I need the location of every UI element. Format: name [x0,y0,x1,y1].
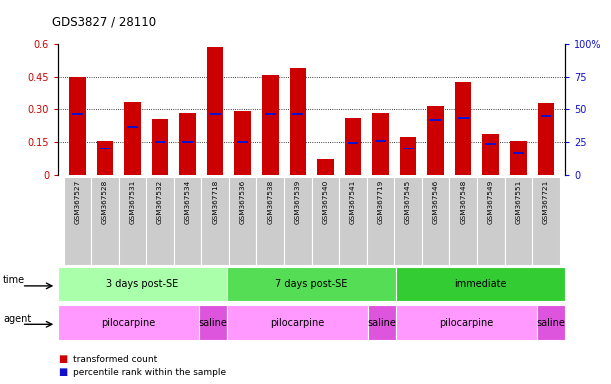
Bar [485,143,496,145]
Text: saline: saline [199,318,227,328]
Text: GSM367531: GSM367531 [130,179,136,223]
Bar [235,111,251,175]
Bar [396,267,565,301]
Bar [513,152,524,154]
Text: GSM367546: GSM367546 [433,179,439,223]
Text: pilocarpine: pilocarpine [271,318,324,328]
Bar [477,177,505,265]
Text: GSM367534: GSM367534 [185,179,191,223]
Bar [403,148,414,149]
Text: GSM367721: GSM367721 [543,179,549,223]
Text: ■: ■ [58,367,67,377]
Text: GSM367538: GSM367538 [267,179,273,223]
Bar [97,141,113,175]
Bar [155,141,166,143]
Bar [394,177,422,265]
Bar [207,47,224,175]
Text: 3 days post-SE: 3 days post-SE [106,279,178,289]
Bar [505,177,532,265]
Text: GSM367528: GSM367528 [102,179,108,223]
Bar [199,305,227,340]
Bar [229,177,257,265]
Bar [227,305,368,340]
Bar [119,177,146,265]
Text: GSM367719: GSM367719 [378,179,384,223]
Text: GSM367527: GSM367527 [75,179,80,223]
Bar [427,106,444,175]
Bar [69,77,86,175]
Text: GSM367551: GSM367551 [515,179,521,223]
Text: GSM367536: GSM367536 [240,179,246,223]
Bar [290,68,306,175]
Text: agent: agent [3,314,31,324]
Text: GSM367549: GSM367549 [488,179,494,223]
Bar [372,113,389,175]
Text: GSM367539: GSM367539 [295,179,301,223]
Bar [396,305,537,340]
Bar [237,141,248,143]
Bar [450,177,477,265]
Bar [293,113,303,115]
Text: GSM367541: GSM367541 [350,179,356,223]
Text: transformed count: transformed count [73,354,158,364]
Bar [422,177,450,265]
Bar [367,177,394,265]
Bar [127,126,138,128]
Bar [483,134,499,175]
Bar [182,141,193,143]
Text: GSM367532: GSM367532 [157,179,163,223]
Bar [339,177,367,265]
Text: GSM367545: GSM367545 [405,179,411,223]
Bar [368,305,396,340]
Bar [510,141,527,175]
Bar [210,113,221,115]
Bar [64,177,91,265]
Bar [257,177,284,265]
Bar [100,148,110,149]
Bar [146,177,174,265]
Bar [72,113,82,115]
Bar [317,159,334,175]
Text: GSM367718: GSM367718 [212,179,218,223]
Bar [537,305,565,340]
Bar [541,115,551,117]
Text: percentile rank within the sample: percentile rank within the sample [73,368,227,377]
Text: saline: saline [368,318,397,328]
Bar [430,119,441,121]
Bar [174,177,202,265]
Bar [455,82,472,175]
Text: 7 days post-SE: 7 days post-SE [276,279,348,289]
Bar [458,117,469,119]
Bar [532,177,560,265]
Bar [58,305,199,340]
Bar [202,177,229,265]
Text: pilocarpine: pilocarpine [439,318,494,328]
Text: ■: ■ [58,354,67,364]
Bar [58,267,227,301]
Text: saline: saline [536,318,566,328]
Bar [124,102,141,175]
Text: GSM367540: GSM367540 [323,179,328,223]
Bar [348,142,358,144]
Bar [284,177,312,265]
Bar [262,74,279,175]
Bar [227,267,396,301]
Bar [345,118,361,175]
Bar [400,137,416,175]
Bar [312,177,339,265]
Bar [265,113,276,115]
Text: immediate: immediate [455,279,507,289]
Bar [91,177,119,265]
Text: time: time [3,275,25,285]
Bar [179,113,196,175]
Bar [152,119,168,175]
Text: GSM367548: GSM367548 [460,179,466,223]
Bar [538,103,554,175]
Bar [375,140,386,142]
Text: pilocarpine: pilocarpine [101,318,156,328]
Text: GDS3827 / 28110: GDS3827 / 28110 [52,16,156,29]
